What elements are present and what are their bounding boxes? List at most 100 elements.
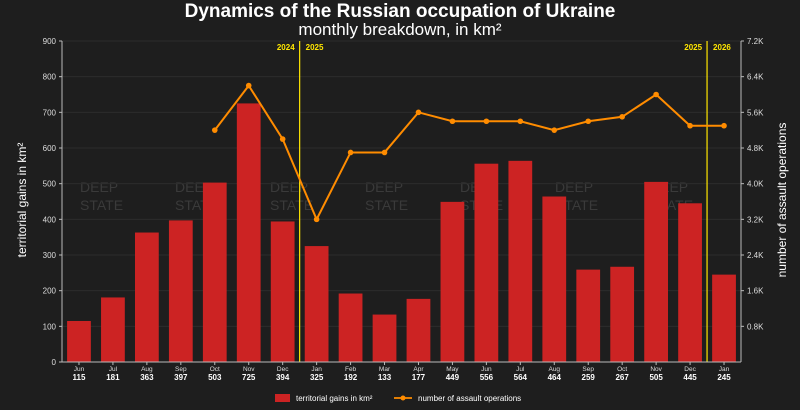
x-tick-value: 449 xyxy=(446,373,460,382)
legend-line-marker xyxy=(400,395,406,401)
y-tick-label: 900 xyxy=(43,37,57,46)
x-tick-value: 394 xyxy=(276,373,290,382)
y2-tick-label: 7.2K xyxy=(747,37,764,46)
y-tick-label: 500 xyxy=(43,180,57,189)
assault-point xyxy=(653,91,659,98)
bar xyxy=(372,314,397,362)
year-dividers: 2024 2025 2025 2026 xyxy=(277,41,731,362)
watermark-text: DEEP xyxy=(80,179,118,195)
assault-point xyxy=(449,118,456,125)
bar xyxy=(270,221,295,362)
bar xyxy=(168,220,193,362)
year-label: 2025 xyxy=(306,43,324,52)
assault-point xyxy=(585,118,592,125)
watermark-text: STATE xyxy=(270,197,313,213)
bar xyxy=(101,297,125,362)
watermark-text: STATE xyxy=(80,197,123,213)
x-tick-value: 397 xyxy=(174,373,188,382)
x-tick-value: 133 xyxy=(378,373,392,382)
y2-tick-label: 5.6K xyxy=(747,108,764,117)
year-label: 2025 xyxy=(684,43,702,52)
y2-tick-label: 1.6K xyxy=(747,287,764,296)
y2-tick-label: 3.2K xyxy=(747,215,764,224)
y2-tick-label: 6.4K xyxy=(747,73,764,82)
assault-point xyxy=(279,136,286,142)
assault-point xyxy=(415,109,422,116)
assault-point xyxy=(619,113,625,120)
year-label: 2026 xyxy=(713,43,731,52)
y2-tick-label: 0.8K xyxy=(747,322,764,331)
assault-point xyxy=(245,82,252,89)
x-tick-value: 464 xyxy=(548,373,562,382)
x-tick-value: 503 xyxy=(208,373,222,382)
y-axis-left-label: territorial gains in km² xyxy=(15,143,29,258)
watermark-text: DEEP xyxy=(365,179,403,195)
bar xyxy=(406,298,431,362)
legend-bar-swatch xyxy=(275,394,290,402)
y-tick-label: 800 xyxy=(43,73,57,82)
y2-tick-label: 4.8K xyxy=(747,144,764,153)
x-tick-month: Sep xyxy=(175,366,187,373)
year-label: 2024 xyxy=(277,43,295,52)
x-tick-value: 177 xyxy=(412,373,426,382)
bar xyxy=(236,103,261,363)
x-tick-value: 181 xyxy=(106,373,120,382)
bars xyxy=(67,103,736,363)
y-axis-right-label: number of assault operations xyxy=(775,123,789,278)
y-tick-label: 400 xyxy=(43,215,57,224)
bar xyxy=(576,269,601,362)
y2-tick-label: 4.0K xyxy=(747,180,764,189)
x-tick-month: Oct xyxy=(210,366,220,373)
watermark-text: STATE xyxy=(365,197,408,213)
x-tick-value: 445 xyxy=(683,373,697,382)
left-y-ticks: 0 100 200 300 400 500 600 700 800 900 xyxy=(43,37,62,367)
x-tick-value: 325 xyxy=(310,373,324,382)
x-tick-month: Dec xyxy=(277,366,289,373)
legend-bar-label: territorial gains in km² xyxy=(296,394,373,403)
bar xyxy=(610,266,635,362)
x-tick-month: Jun xyxy=(74,366,85,373)
x-tick-month: Nov xyxy=(243,366,255,373)
assault-point xyxy=(721,122,727,129)
bar xyxy=(712,274,736,362)
x-ticks: Jun115Jul181Aug363Sep397Oct503Nov725Dec3… xyxy=(73,362,731,382)
assault-point xyxy=(687,122,693,129)
x-tick-value: 556 xyxy=(480,373,494,382)
assault-point xyxy=(381,149,388,156)
legend-line-label: number of assault operations xyxy=(418,394,521,403)
chart-title: Dynamics of the Russian occupation of Uk… xyxy=(185,1,616,22)
x-tick-month: Aug xyxy=(548,366,560,373)
y-tick-label: 0 xyxy=(52,358,57,367)
assault-line xyxy=(211,82,727,223)
y-tick-label: 700 xyxy=(43,108,57,117)
x-tick-month: Sep xyxy=(582,366,594,373)
bar xyxy=(508,160,533,362)
bar xyxy=(202,182,227,362)
x-tick-month: Dec xyxy=(684,366,696,373)
x-tick-month: Mar xyxy=(379,366,391,373)
x-tick-month: Jan xyxy=(719,366,730,373)
bar xyxy=(474,163,499,362)
legend: territorial gains in km² number of assau… xyxy=(275,394,521,403)
x-tick-month: Jul xyxy=(516,366,525,373)
assault-point xyxy=(551,127,558,133)
axes xyxy=(61,41,742,363)
x-tick-month: Nov xyxy=(650,366,662,373)
y-tick-label: 600 xyxy=(43,144,57,153)
x-tick-value: 564 xyxy=(514,373,528,382)
x-tick-value: 363 xyxy=(140,373,154,382)
x-tick-month: Jan xyxy=(311,366,322,373)
assault-point xyxy=(483,118,490,125)
x-tick-value: 245 xyxy=(717,373,731,382)
watermark-text: DEEP xyxy=(270,179,308,195)
x-tick-month: May xyxy=(446,366,459,373)
bar xyxy=(678,203,702,362)
y-tick-label: 300 xyxy=(43,251,57,260)
bar xyxy=(304,246,329,362)
assault-point xyxy=(347,149,354,156)
x-tick-value: 192 xyxy=(344,373,358,382)
bar xyxy=(644,181,669,362)
x-tick-month: Oct xyxy=(617,366,627,373)
right-y-ticks: 0.8K 1.6K 2.4K 3.2K 4.0K 4.8K 5.6K 6.4K 7.2K xyxy=(741,37,764,331)
x-tick-value: 267 xyxy=(615,373,629,382)
